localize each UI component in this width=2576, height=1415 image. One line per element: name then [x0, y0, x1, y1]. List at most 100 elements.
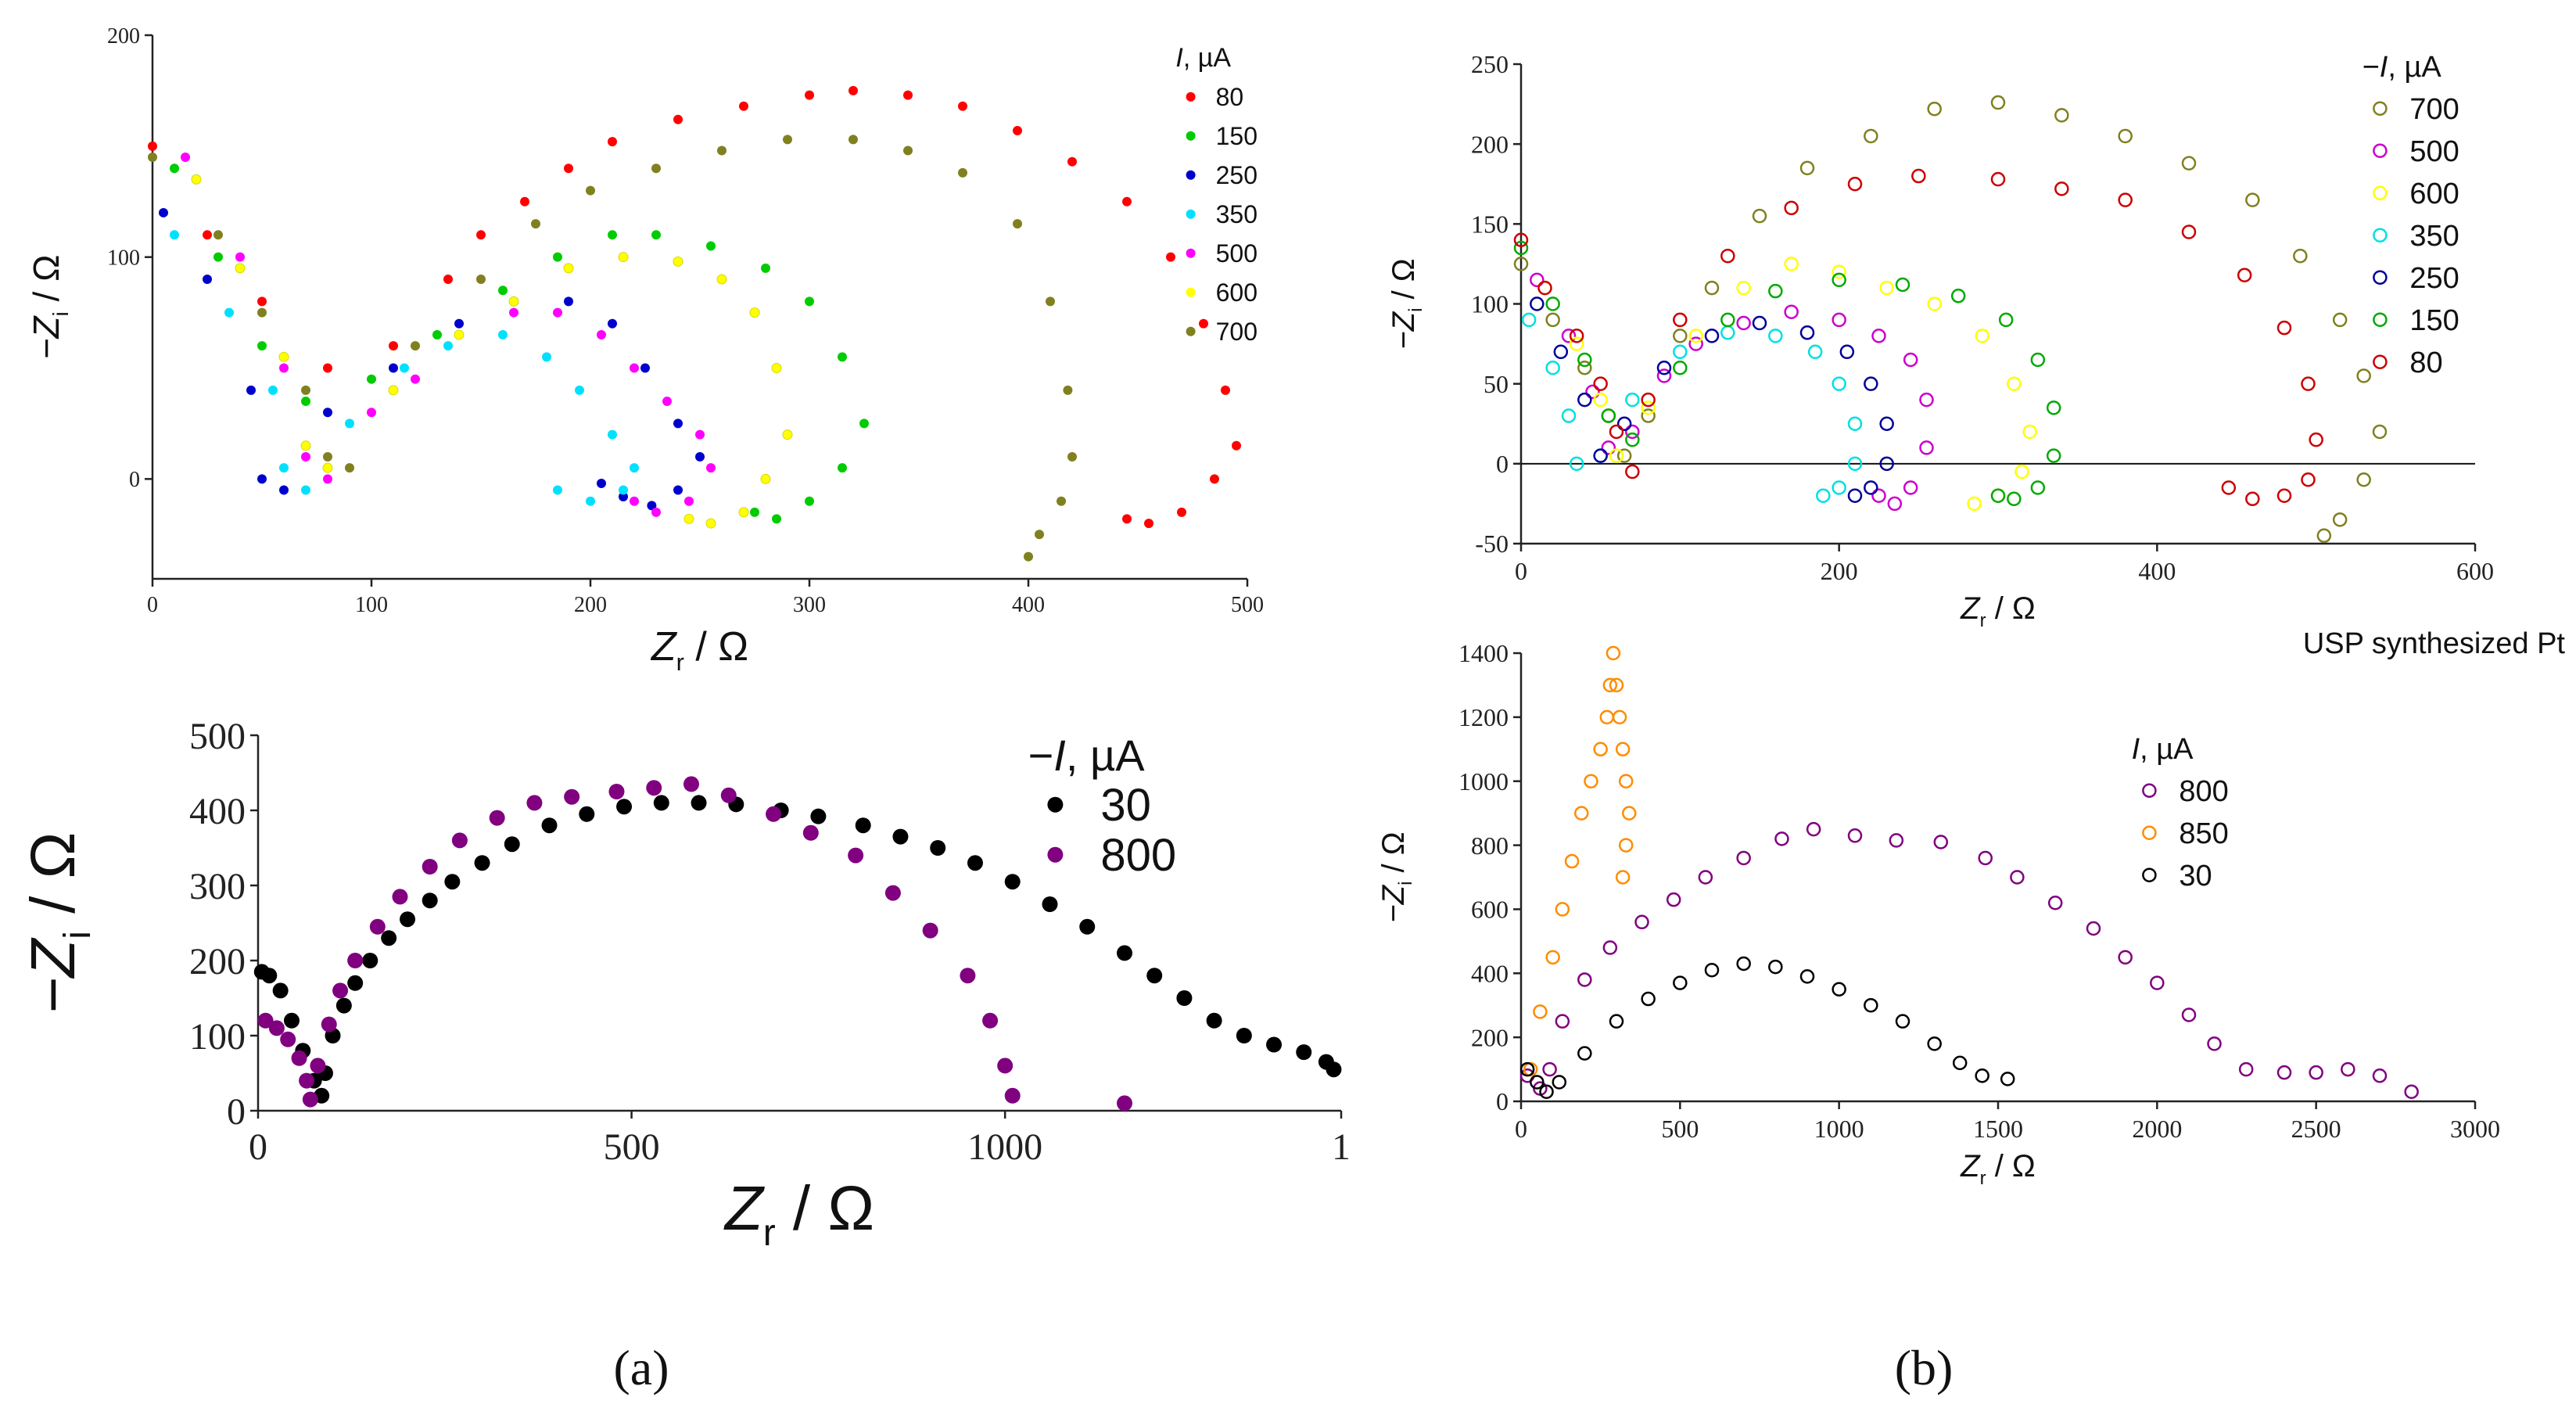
- data-point: [564, 296, 573, 307]
- data-point: [903, 145, 913, 156]
- legend-label: 150: [2409, 304, 2459, 337]
- data-point: [2293, 248, 2308, 264]
- legend-label: 80: [1216, 83, 1244, 111]
- data-point: [1736, 956, 1751, 971]
- data-point: [849, 135, 858, 145]
- y-tick-label: 0: [1496, 1087, 1509, 1115]
- data-point: [1013, 125, 1022, 135]
- legend-marker: [2142, 867, 2157, 882]
- data-point: [1609, 448, 1624, 463]
- data-point: [608, 784, 625, 799]
- series-600: [1537, 257, 2037, 512]
- data-point: [1599, 709, 1615, 725]
- data-point: [1521, 312, 1537, 328]
- data-point: [1625, 432, 1640, 447]
- data-point: [148, 141, 157, 151]
- data-point: [1847, 828, 1863, 843]
- data-point: [181, 153, 190, 163]
- data-point: [884, 885, 901, 901]
- data-point: [1577, 360, 1592, 375]
- data-point: [301, 397, 310, 407]
- data-point: [1625, 392, 1640, 408]
- data-point: [1593, 392, 1608, 408]
- data-point: [1144, 519, 1153, 529]
- data-point: [651, 230, 661, 240]
- data-point: [1625, 464, 1640, 479]
- legend: I, µA 800 850 30: [2132, 733, 2229, 892]
- data-point: [1326, 1061, 1342, 1078]
- data-point: [520, 196, 529, 207]
- data-point: [2030, 480, 2046, 495]
- data-point: [1561, 408, 1577, 423]
- data-point: [280, 1031, 296, 1047]
- data-point: [489, 810, 505, 826]
- data-point: [1673, 344, 1688, 360]
- data-point: [1864, 128, 1878, 144]
- data-point: [1704, 280, 1720, 296]
- data-point: [1736, 850, 1751, 866]
- data-point: [381, 930, 397, 946]
- data-point: [683, 776, 699, 792]
- data-point: [268, 1020, 285, 1036]
- data-point: [224, 307, 234, 318]
- y-axis-title: −Zi / Ω: [1376, 831, 1416, 922]
- data-point: [1895, 277, 1910, 293]
- data-point: [673, 114, 683, 124]
- data-point: [1641, 400, 1656, 415]
- data-point: [997, 1058, 1014, 1074]
- data-point: [1545, 360, 1560, 375]
- data-point: [1585, 384, 1600, 400]
- legend-label: 600: [1216, 278, 1258, 307]
- data-point: [1903, 480, 1918, 495]
- data-point: [1615, 870, 1631, 885]
- y-tick-label: 0: [129, 468, 140, 492]
- x-tick-label: 300: [793, 593, 826, 617]
- y-tick-label: 200: [1471, 1023, 1509, 1051]
- data-point: [772, 514, 781, 524]
- data-point: [283, 1012, 300, 1029]
- data-point: [1641, 991, 1656, 1007]
- data-point: [2181, 1007, 2197, 1022]
- data-point: [1736, 315, 1751, 331]
- data-point: [739, 101, 748, 111]
- data-point: [2181, 224, 2197, 239]
- x-axis-title: Zr / Ω: [1960, 1149, 2036, 1189]
- series-150: [1513, 240, 2061, 507]
- data-point: [1752, 208, 1767, 224]
- y-tick-label: 200: [1471, 130, 1509, 158]
- data-point: [1799, 160, 1815, 176]
- data-point: [443, 275, 453, 285]
- series-250: [1530, 296, 1894, 503]
- data-point: [2118, 950, 2133, 965]
- data-point: [1688, 336, 1703, 351]
- legend-marker: [2142, 825, 2157, 840]
- data-point: [1975, 1068, 1989, 1083]
- data-point: [1816, 488, 1831, 503]
- x-tick-label: 400: [1012, 593, 1045, 617]
- data-point: [1799, 969, 1815, 984]
- data-point: [1978, 850, 1993, 866]
- data-point: [170, 163, 179, 174]
- data-point: [1569, 329, 1584, 343]
- data-point: [783, 135, 792, 145]
- data-point: [848, 847, 864, 864]
- data-point: [706, 463, 716, 473]
- data-point: [301, 385, 310, 395]
- legend-marker: [2373, 270, 2388, 285]
- data-point: [2054, 108, 2069, 123]
- data-point: [1067, 156, 1077, 167]
- data-point: [170, 230, 179, 240]
- data-point: [257, 341, 267, 351]
- data-point: [526, 795, 543, 811]
- data-point: [422, 892, 438, 909]
- data-point: [531, 219, 540, 229]
- series-30: [253, 795, 1342, 1104]
- data-point: [1622, 806, 1637, 821]
- y-tick-label: 200: [107, 24, 140, 48]
- data-point: [2332, 312, 2348, 328]
- data-point: [498, 286, 508, 296]
- series-850: [1523, 645, 1637, 1077]
- data-point: [1656, 360, 1672, 375]
